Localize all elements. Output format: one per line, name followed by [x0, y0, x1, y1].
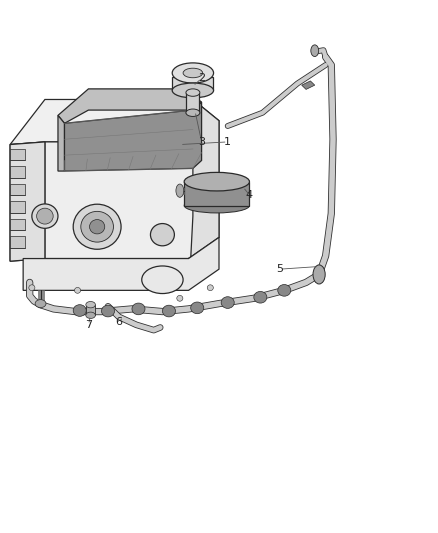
Text: 2: 2: [198, 73, 205, 83]
Ellipse shape: [254, 292, 267, 303]
Polygon shape: [10, 219, 25, 230]
Ellipse shape: [311, 45, 319, 56]
Ellipse shape: [186, 89, 200, 96]
Ellipse shape: [176, 184, 184, 197]
Ellipse shape: [278, 285, 291, 296]
Ellipse shape: [172, 83, 214, 98]
Polygon shape: [86, 305, 95, 316]
Text: 1: 1: [224, 137, 231, 147]
Ellipse shape: [29, 285, 35, 290]
Polygon shape: [302, 81, 315, 90]
Polygon shape: [10, 100, 219, 144]
Ellipse shape: [132, 303, 145, 315]
Polygon shape: [10, 149, 25, 160]
Polygon shape: [10, 184, 25, 196]
Polygon shape: [45, 120, 219, 259]
Ellipse shape: [89, 220, 105, 234]
Polygon shape: [10, 201, 25, 213]
Ellipse shape: [207, 285, 213, 290]
Polygon shape: [186, 93, 199, 113]
Ellipse shape: [183, 68, 203, 78]
Polygon shape: [184, 182, 250, 206]
Ellipse shape: [172, 63, 214, 83]
Ellipse shape: [86, 312, 95, 318]
Ellipse shape: [81, 212, 113, 242]
Ellipse shape: [177, 295, 183, 301]
Polygon shape: [10, 142, 45, 261]
Text: 3: 3: [198, 137, 205, 147]
Ellipse shape: [186, 109, 200, 116]
Ellipse shape: [73, 305, 86, 317]
Text: 6: 6: [115, 317, 122, 327]
Text: 4: 4: [246, 190, 253, 200]
Text: 7: 7: [85, 320, 92, 330]
Polygon shape: [58, 89, 201, 123]
Ellipse shape: [73, 204, 121, 249]
Ellipse shape: [86, 302, 95, 308]
Polygon shape: [10, 236, 25, 248]
Ellipse shape: [35, 300, 46, 308]
Polygon shape: [10, 166, 25, 178]
Polygon shape: [173, 77, 213, 91]
Ellipse shape: [184, 198, 250, 213]
Ellipse shape: [102, 305, 115, 317]
Polygon shape: [188, 100, 219, 259]
Polygon shape: [58, 115, 64, 171]
Ellipse shape: [142, 266, 183, 294]
Ellipse shape: [313, 265, 325, 284]
Ellipse shape: [221, 297, 234, 309]
Ellipse shape: [150, 223, 174, 246]
Ellipse shape: [191, 302, 204, 314]
Ellipse shape: [184, 172, 250, 191]
Polygon shape: [10, 142, 45, 261]
Polygon shape: [23, 237, 219, 290]
Ellipse shape: [32, 204, 58, 228]
Text: 5: 5: [276, 264, 283, 274]
Ellipse shape: [74, 287, 81, 293]
Polygon shape: [64, 102, 201, 171]
Ellipse shape: [37, 208, 53, 224]
Ellipse shape: [162, 305, 176, 317]
